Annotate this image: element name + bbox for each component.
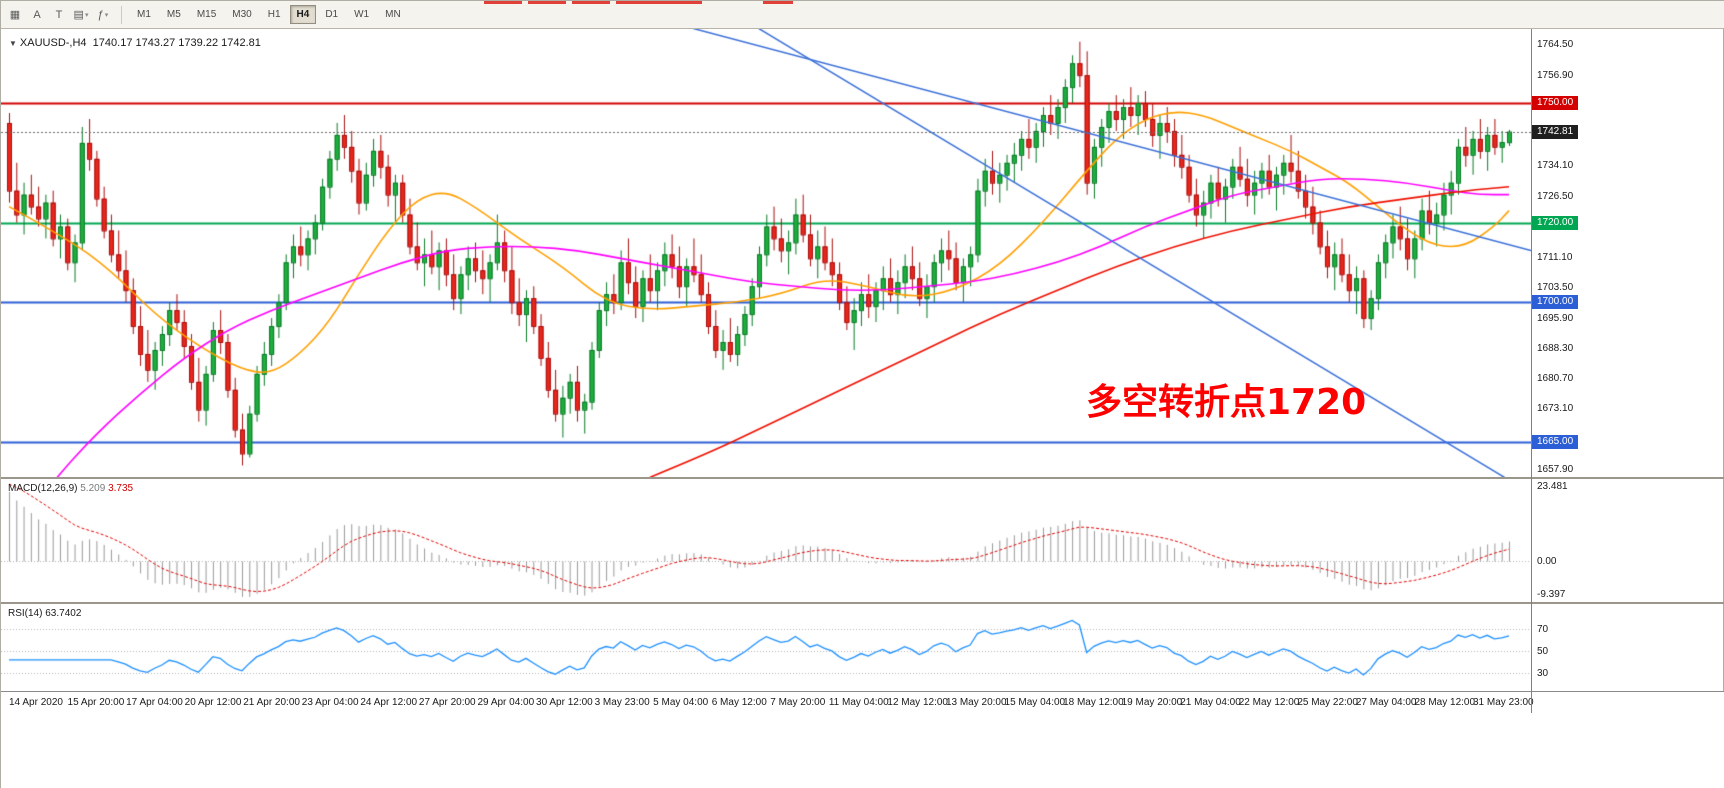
macd-label: MACD(12,26,9) 5.209 3.735	[8, 483, 134, 494]
time-axis-label: 15 May 04:00	[1004, 697, 1066, 708]
time-axis-label: 24 Apr 12:00	[360, 697, 418, 708]
price-chart-canvas	[1, 29, 1531, 477]
timeframe-button-group: M1 M5 M15 M30 H1 H4 D1 W1 MN	[129, 5, 409, 24]
macd-scale-max: 23.481	[1537, 481, 1568, 492]
time-axis-label: 21 Apr 20:00	[243, 697, 300, 708]
time-axis-label: 13 May 20:00	[945, 697, 1007, 708]
rsi-indicator-canvas	[1, 604, 1531, 690]
pane-separator-1[interactable]	[1, 477, 1724, 479]
time-axis-label: 3 May 23:00	[594, 697, 650, 708]
macd-scale-min: -9.397	[1537, 589, 1566, 600]
cutoff-red-mark	[528, 1, 566, 4]
price-scale-label: 1764.50	[1537, 39, 1574, 51]
price-scale-label: 1657.90	[1537, 463, 1574, 475]
time-axis-label: 27 May 04:00	[1355, 697, 1417, 708]
rsi-label: RSI(14) 63.7402	[8, 608, 82, 619]
time-axis[interactable]: 14 Apr 2020 15 Apr 20:00 17 Apr 04:00 20 Ap…	[1, 691, 1724, 713]
chart-symbol-period: XAUUSD-,H4	[19, 37, 87, 49]
chart-text-annotation: 多空转折点1720	[1086, 382, 1367, 423]
time-axis-label: 21 May 04:00	[1180, 697, 1241, 708]
macd-scale-zero: 0.00	[1537, 555, 1557, 567]
timeframe-button-m15[interactable]: M15	[196, 9, 217, 20]
timeframe-button-m30[interactable]: M30	[232, 9, 252, 20]
resistance-price-badge: 1750.00	[1532, 96, 1579, 111]
rsi-level-label: 30	[1537, 667, 1549, 679]
chevron-down-icon: ▾	[104, 11, 109, 19]
time-axis-label: 17 Apr 04:00	[126, 697, 183, 708]
cutoff-red-mark	[484, 1, 522, 4]
timeframe-button-m1[interactable]: M1	[137, 9, 151, 20]
time-axis-label: 22 May 12:00	[1238, 697, 1300, 708]
price-scale-label: 1726.50	[1537, 190, 1574, 202]
chevron-down-icon: ▾	[84, 11, 89, 19]
time-axis-label: 19 May 20:00	[1121, 697, 1183, 708]
timeframe-button-mn[interactable]: MN	[385, 9, 401, 20]
macd-main-value: 5.209	[80, 483, 106, 494]
time-axis-label: 27 Apr 20:00	[418, 697, 476, 708]
cutoff-red-mark	[572, 1, 610, 4]
timeframe-button-d1[interactable]: D1	[325, 9, 339, 20]
support2-price-badge: 1665.00	[1532, 434, 1579, 449]
timeframe-button-m5[interactable]: M5	[166, 9, 181, 20]
pivot-price-badge: 1720.00	[1532, 215, 1579, 230]
price-scale-label: 1703.50	[1537, 282, 1574, 294]
time-axis-label: 14 Apr 2020	[9, 697, 63, 708]
price-scale-label: 1711.10	[1537, 251, 1573, 263]
price-scale-divider	[1531, 29, 1532, 713]
collapse-icon[interactable]: ▼	[9, 39, 17, 48]
price-scale-label: 1688.30	[1537, 342, 1574, 354]
price-scale-label: 1680.70	[1537, 373, 1574, 385]
time-axis-label: 20 Apr 12:00	[184, 697, 242, 708]
toolbar-icon-group: ▦ A T ▤ ▾ ƒ ▾	[4, 5, 114, 25]
cutoff-red-mark	[763, 1, 793, 4]
timeframe-button-w1[interactable]: W1	[354, 9, 370, 20]
price-scale-label: 1734.10	[1537, 160, 1574, 172]
chart-ohlc-values: 1740.17 1743.27 1739.22 1742.81	[92, 37, 261, 49]
text-label-icon[interactable]: A	[33, 8, 41, 21]
templates-icon[interactable]: ▦	[9, 9, 21, 21]
time-axis-label: 12 May 12:00	[887, 697, 948, 708]
time-axis-label: 25 May 22:00	[1297, 697, 1358, 708]
chart-objects-icon[interactable]: ▤ ▾	[73, 9, 89, 21]
time-axis-label: 23 Apr 04:00	[301, 697, 359, 708]
support1-price-badge: 1700.00	[1532, 295, 1579, 310]
indicators-icon[interactable]: ƒ ▾	[97, 8, 109, 21]
macd-indicator-canvas	[1, 479, 1531, 602]
macd-signal-value: 3.735	[108, 483, 134, 494]
bottom-blank-area	[1, 713, 1724, 788]
time-axis-label: 6 May 12:00	[711, 697, 767, 708]
time-axis-label: 31 May 23:00	[1473, 697, 1534, 708]
rsi-value: 63.7402	[45, 608, 82, 619]
price-scale-label: 1695.90	[1537, 312, 1574, 324]
time-axis-label: 7 May 20:00	[770, 697, 826, 708]
price-scale-label: 1756.90	[1537, 69, 1574, 81]
time-axis-label: 28 May 12:00	[1414, 697, 1476, 708]
rsi-level-label: 70	[1537, 623, 1549, 635]
chart-title: ▼ XAUUSD-,H4 1740.17 1743.27 1739.22 1742…	[9, 37, 261, 49]
cutoff-red-mark	[616, 1, 702, 4]
timeframe-button-h1[interactable]: H1	[267, 9, 281, 20]
current-price-badge: 1742.81	[1532, 124, 1579, 139]
time-axis-label: 30 Apr 12:00	[536, 697, 593, 708]
time-axis-label: 18 May 12:00	[1063, 697, 1124, 708]
pane-separator-2[interactable]	[1, 602, 1724, 604]
price-scale-label: 1673.10	[1537, 403, 1574, 415]
time-axis-label: 11 May 04:00	[828, 697, 889, 708]
text-cursor-icon[interactable]: T	[55, 8, 63, 21]
time-axis-label: 5 May 04:00	[653, 697, 709, 708]
timeframe-button-h4[interactable]: H4	[289, 5, 317, 24]
toolbar-separator	[121, 5, 122, 24]
time-axis-label: 29 Apr 04:00	[477, 697, 535, 708]
toolbar: ▦ A T ▤ ▾ ƒ ▾ M1 M5 M15 M30 H1 H4 D1 W1 MN	[1, 1, 1724, 29]
rsi-level-label: 50	[1537, 645, 1549, 657]
time-axis-label: 15 Apr 20:00	[67, 697, 125, 708]
